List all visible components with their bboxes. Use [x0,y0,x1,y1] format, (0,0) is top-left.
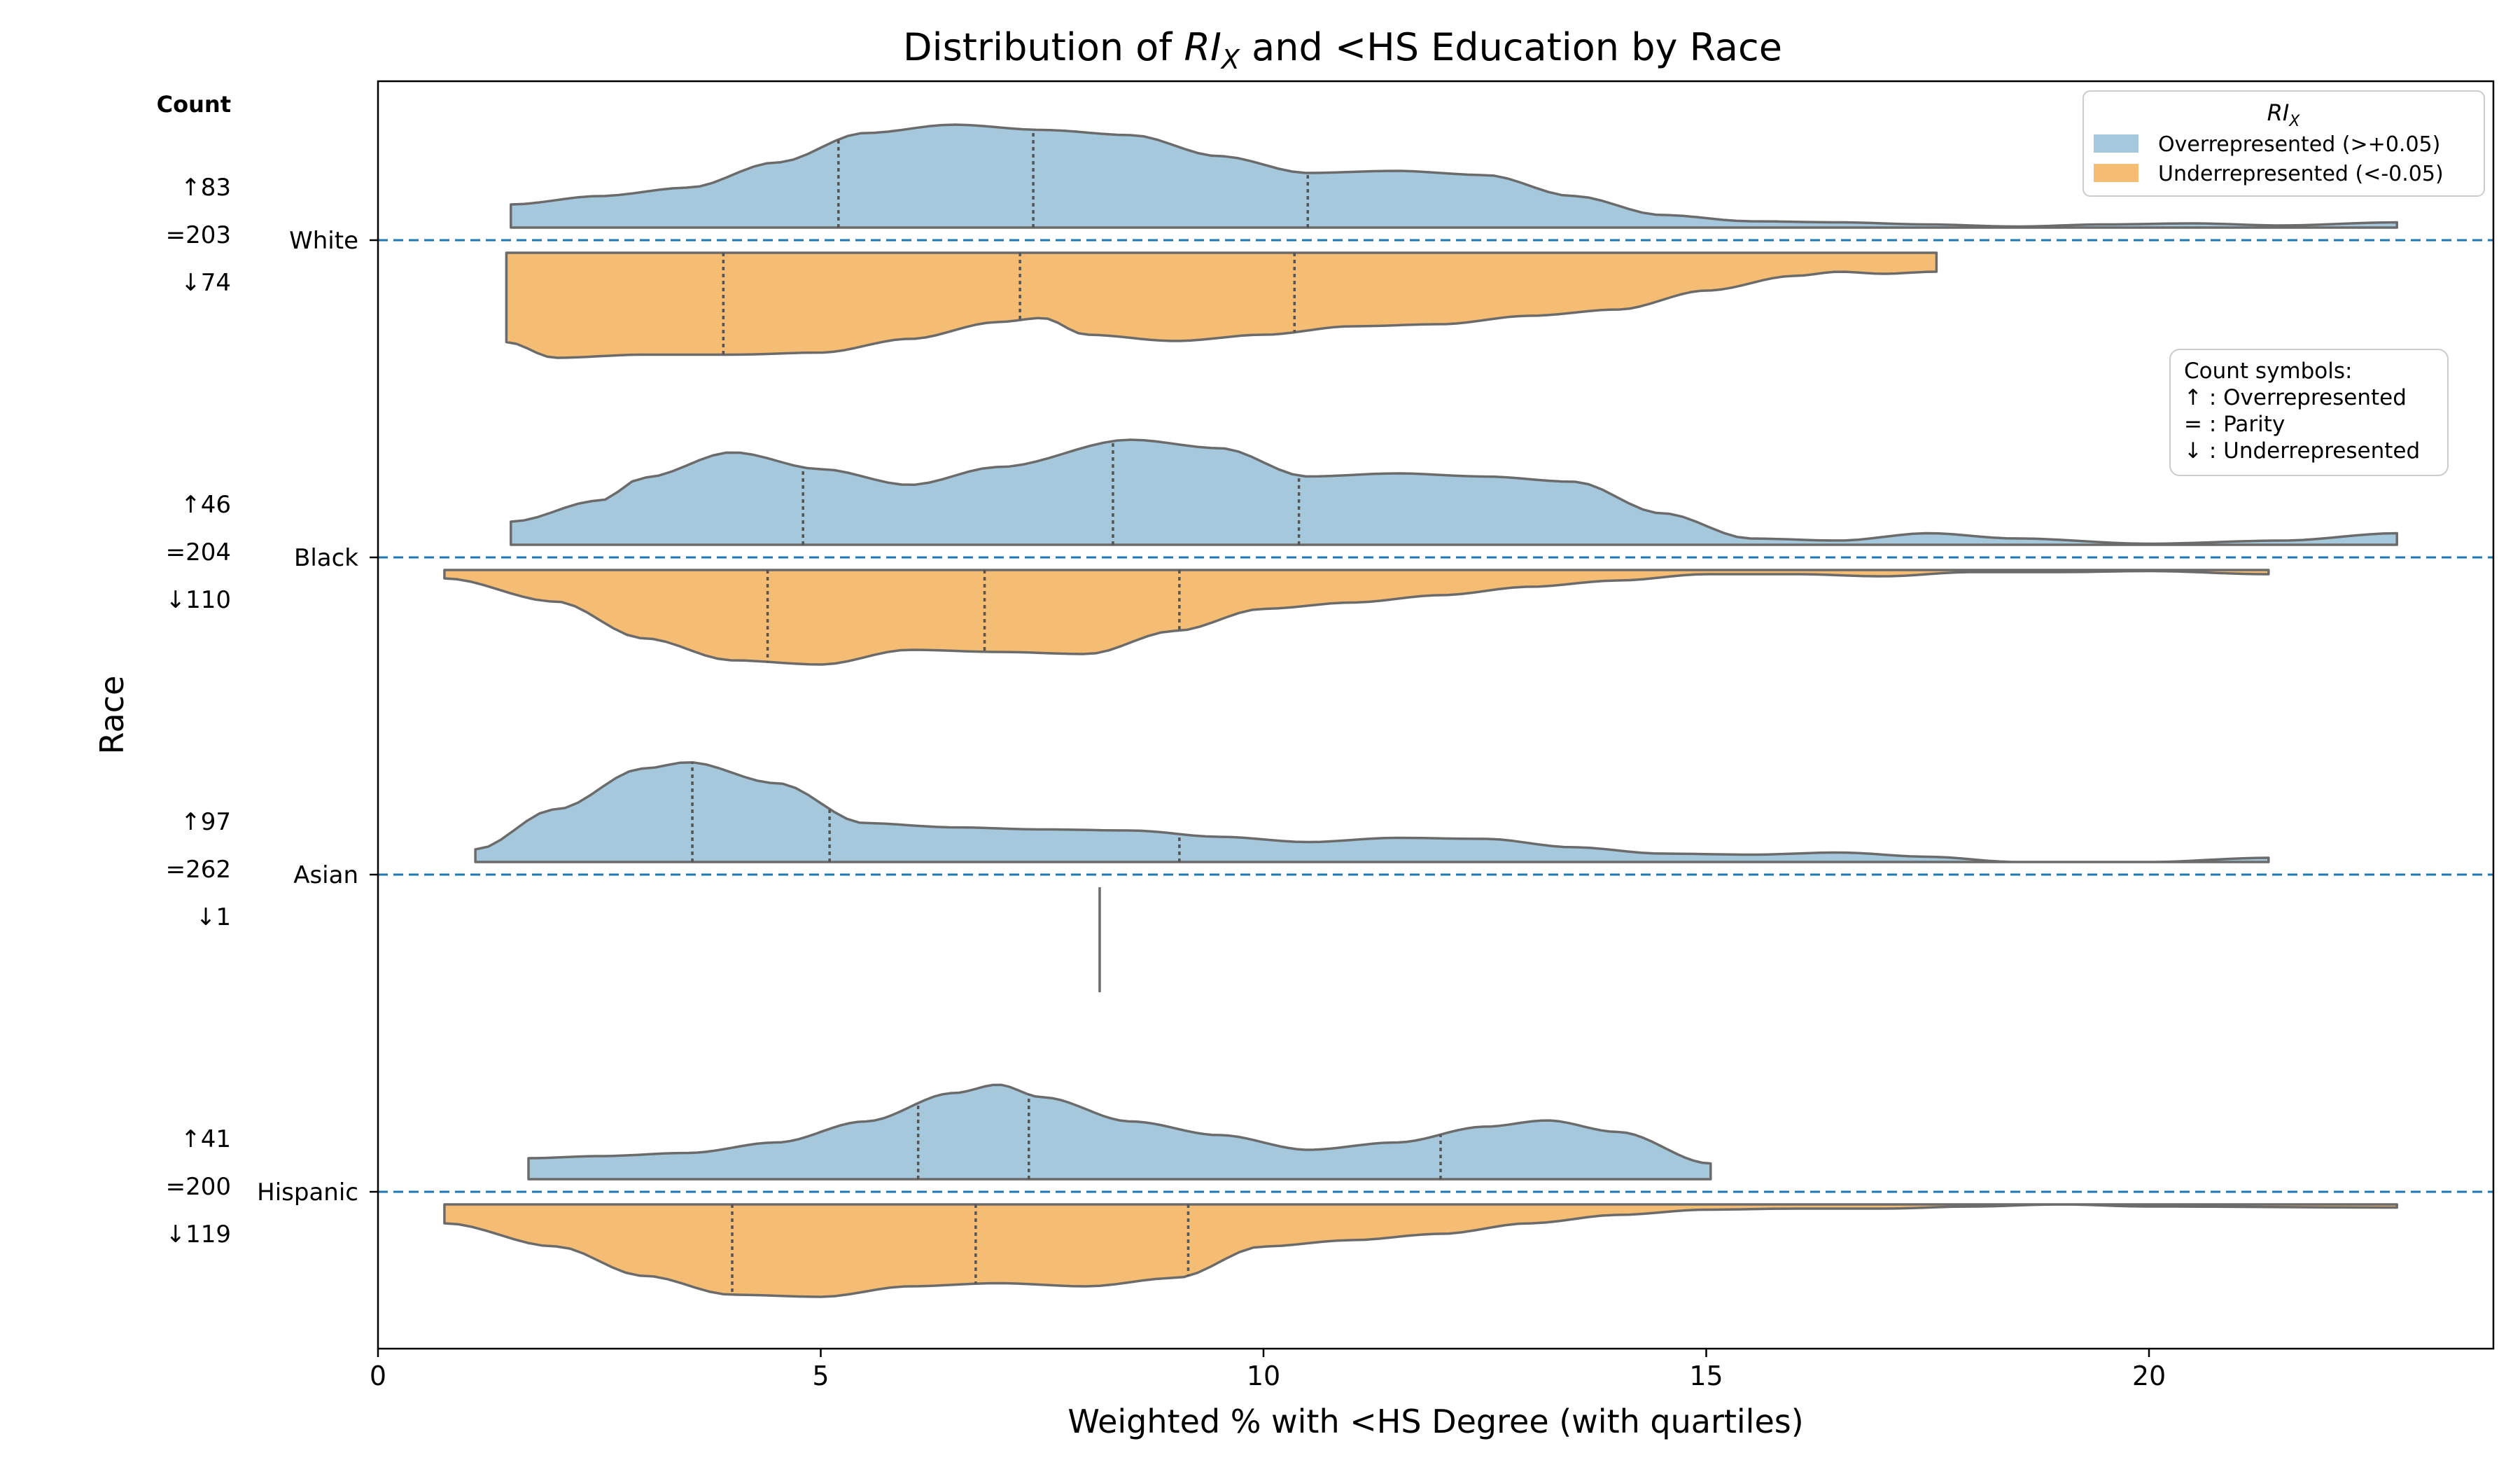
count-symbols-legend: Count symbols: ↑ : Overrepresented = : P… [2169,349,2449,476]
legend-title: RIX [2267,99,2301,130]
legend-label-over: Overrepresented (>+0.05) [2158,132,2440,157]
hispanic-over-violin [527,1083,1712,1181]
legend-swatch-under [2094,164,2138,182]
count-over-asian: ↑97 [181,808,231,836]
count-parity-white: =203 [166,221,231,249]
chart-title: Distribution of RIX and <HS Education by… [903,25,1782,75]
count-symbols-line-parity: = : Parity [2184,412,2285,437]
x-tick-label-10: 10 [1247,1361,1280,1391]
asian-over-violin [474,761,2270,863]
count-parity-asian: =262 [166,856,231,884]
count-over-black: ↑46 [181,491,231,519]
count-symbols-line-over: ↑ : Overrepresented [2184,385,2407,410]
count-under-black: ↓110 [166,586,231,614]
y-tick-label-white: White [289,227,358,255]
title-subscript: X [1220,44,1240,75]
count-symbols-frame [2169,349,2449,476]
plot-area [378,123,2493,1298]
title-suffix: and <HS Education by Race [1240,25,1782,69]
legend-swatch-over [2094,134,2138,153]
white-under-violin [505,251,1938,359]
count-header: Count [157,91,231,118]
y-tick-label-hispanic: Hispanic [257,1178,358,1207]
count-symbols-line-under: ↓ : Underrepresented [2184,438,2420,464]
hispanic-under-violin [443,1203,2398,1298]
white-over-violin [510,123,2398,229]
x-tick-label-0: 0 [370,1361,386,1391]
legend-title-subscript: X [2288,113,2300,130]
y-axis: White Black Asian Hispanic [257,227,378,1207]
count-under-asian: ↓1 [196,903,231,931]
y-tick-label-asian: Asian [293,861,358,889]
y-tick-label-black: Black [294,544,358,572]
axes-frame [377,80,2495,1350]
count-under-hispanic: ↓119 [166,1221,231,1249]
legend: RIX Overrepresented (>+0.05) Underrepres… [2082,90,2485,197]
count-column: ↑83 =203 ↓74 ↑46 =204 ↓110 ↑97 =262 ↓1 ↑41 =200 ↓11… [166,174,231,1249]
count-parity-black: =204 [166,538,231,566]
x-tick-label-15: 15 [1689,1361,1723,1391]
legend-frame [2082,90,2485,197]
legend-label-under: Underrepresented (<-0.05) [2158,162,2444,186]
black-under-violin [443,569,2270,666]
count-parity-hispanic: =200 [166,1173,231,1201]
y-axis-label: Race [93,676,131,755]
title-prefix: Distribution of [903,25,1184,69]
x-tick-label-5: 5 [812,1361,829,1391]
count-over-white: ↑83 [181,174,231,202]
count-under-white: ↓74 [181,269,231,297]
count-over-hispanic: ↑41 [181,1125,231,1153]
legend-title-symbol: RI [2267,99,2290,126]
title-symbol: RI [1184,25,1221,69]
x-tick-label-20: 20 [2132,1361,2166,1391]
x-axis-label: Weighted % with <HS Degree (with quartil… [1068,1403,1803,1440]
x-axis: 0 5 10 15 20 [370,1349,2166,1391]
black-over-violin [510,438,2398,546]
count-symbols-title: Count symbols: [2184,359,2352,384]
